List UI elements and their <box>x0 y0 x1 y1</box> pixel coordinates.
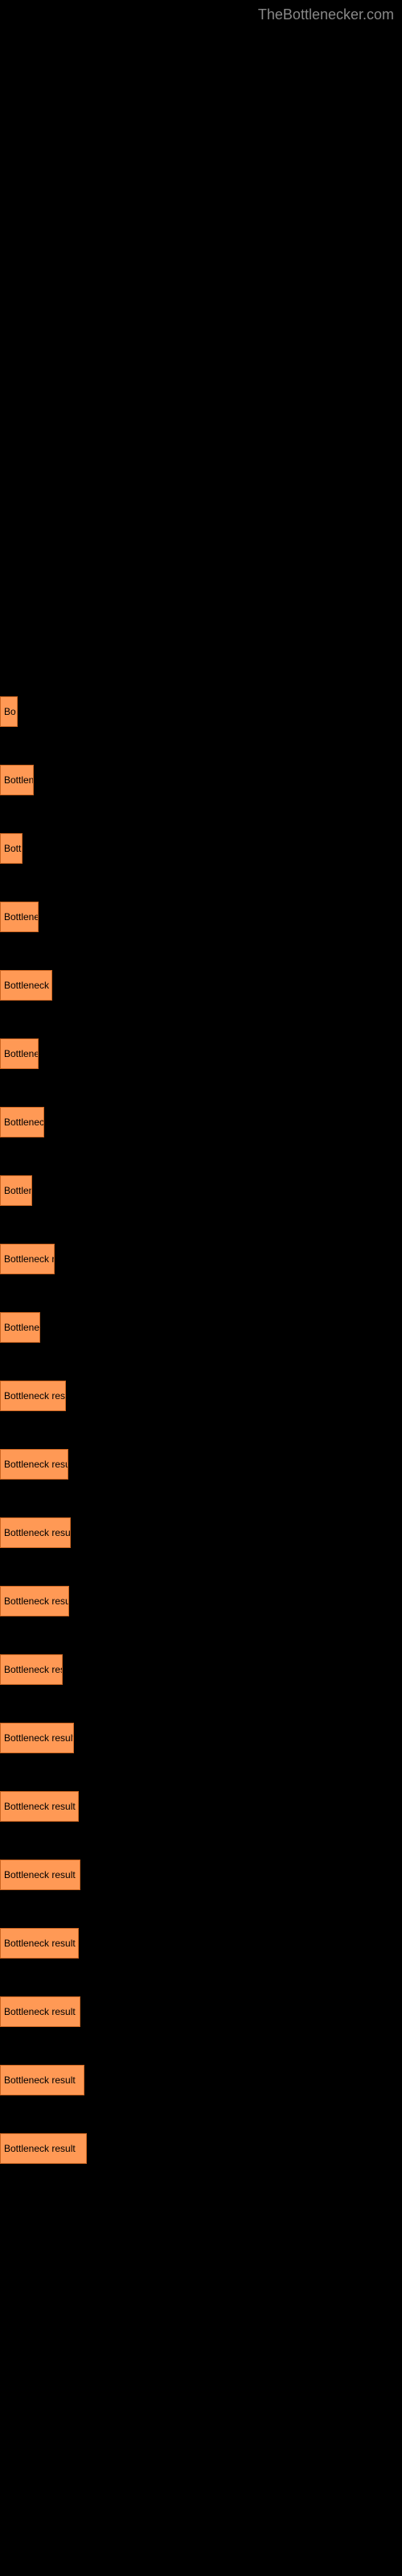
chart-bar: Bottlenec <box>0 1038 39 1069</box>
bar-row: Bottleneck result <box>0 1723 402 1753</box>
bar-row: Bo <box>0 696 402 727</box>
chart-bar: Bottleneck result <box>0 1449 68 1480</box>
chart-bar: Bottleneck result <box>0 1586 69 1616</box>
chart-bar: Bottleneck <box>0 1107 44 1137</box>
bar-row: Bottleneck result <box>0 1791 402 1822</box>
chart-bar: Bott <box>0 833 23 864</box>
bar-row: Bottlen <box>0 1175 402 1206</box>
chart-bar: Bottleneck resu <box>0 1654 63 1685</box>
bar-row: Bottleneck result <box>0 2065 402 2095</box>
chart-bar: Bottleneck result <box>0 1996 80 2027</box>
bar-row: Bottleneck re <box>0 970 402 1001</box>
bar-row: Bottleneck result <box>0 1860 402 1890</box>
chart-bar: Bottleneck re <box>0 970 52 1001</box>
bar-row: Bottleneck result <box>0 2133 402 2164</box>
bar-row: Bottlenec <box>0 1312 402 1343</box>
bar-row: Bottleneck result <box>0 1381 402 1411</box>
chart-bar: Bottleneck result <box>0 2133 87 2164</box>
chart-bar: Bottleneck result <box>0 1381 66 1411</box>
bar-row: Bottleneck <box>0 1107 402 1137</box>
chart-bar: Bottlene <box>0 765 34 795</box>
chart-bar: Bottleneck result <box>0 1928 79 1959</box>
bar-row: Bottleneck result <box>0 1928 402 1959</box>
chart-bar: Bo <box>0 696 18 727</box>
bar-chart-area: Bo Bottlene Bott Bottlenec Bottleneck re Bott… <box>0 0 402 2164</box>
bar-row: Bottleneck result <box>0 1996 402 2027</box>
bar-row: Bottlenec <box>0 902 402 932</box>
chart-bar: Bottlenec <box>0 1312 40 1343</box>
bar-row: Bottleneck result <box>0 1586 402 1616</box>
bar-row: Bottleneck result <box>0 1517 402 1548</box>
bar-row: Bottleneck result <box>0 1449 402 1480</box>
chart-bar: Bottlenec <box>0 902 39 932</box>
chart-bar: Bottleneck result <box>0 1723 74 1753</box>
bar-row: Bottlene <box>0 765 402 795</box>
bar-row: Bottlenec <box>0 1038 402 1069</box>
chart-bar: Bottleneck re <box>0 1244 55 1274</box>
watermark-text: TheBottlenecker.com <box>258 6 394 23</box>
chart-bar: Bottleneck result <box>0 1860 80 1890</box>
bar-row: Bott <box>0 833 402 864</box>
chart-bar: Bottleneck result <box>0 2065 84 2095</box>
chart-bar: Bottleneck result <box>0 1517 71 1548</box>
chart-bar: Bottleneck result <box>0 1791 79 1822</box>
chart-bar: Bottlen <box>0 1175 32 1206</box>
bar-row: Bottleneck re <box>0 1244 402 1274</box>
bar-row: Bottleneck resu <box>0 1654 402 1685</box>
